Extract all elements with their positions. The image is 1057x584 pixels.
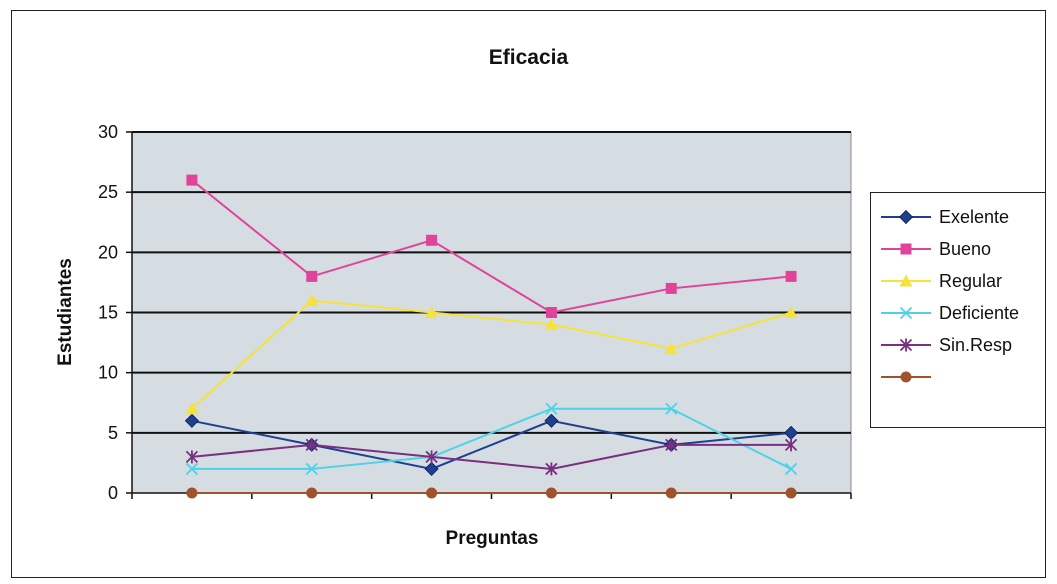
data-point — [305, 462, 318, 476]
legend-label: Regular — [939, 270, 1003, 291]
legend-item — [871, 361, 1045, 393]
legend-marker — [899, 274, 913, 287]
data-point — [426, 234, 438, 246]
legend-label: Exelente — [939, 206, 1010, 227]
series-line — [191, 419, 792, 470]
legend-key — [881, 306, 931, 320]
data-point — [544, 318, 558, 331]
legend-key — [881, 209, 931, 225]
data-point — [186, 174, 198, 186]
data-point — [545, 462, 558, 476]
legend-key — [881, 274, 931, 287]
data-point — [665, 282, 677, 294]
legend-key — [881, 338, 931, 352]
data-point — [424, 461, 439, 476]
legend-key — [881, 243, 931, 255]
data-point — [426, 487, 438, 499]
legend-item: Deficiente — [871, 297, 1045, 329]
data-point — [185, 450, 199, 464]
legend-label: Bueno — [939, 238, 992, 259]
data-point — [306, 270, 318, 282]
data-point — [665, 487, 677, 499]
data-point — [306, 487, 318, 499]
data-point — [784, 438, 798, 452]
legend-marker — [898, 209, 914, 225]
y-tick-label: 0 — [108, 483, 118, 503]
data-point — [544, 413, 559, 428]
y-tick-label: 15 — [98, 303, 118, 323]
legend-label: Sin.Resp — [939, 334, 1013, 355]
legend-marker — [900, 243, 912, 255]
legend-marker — [899, 306, 913, 320]
data-point — [305, 438, 318, 452]
data-point — [305, 293, 319, 306]
data-point — [185, 402, 199, 415]
series-line — [191, 443, 792, 470]
data-point — [785, 487, 797, 499]
data-point — [425, 306, 439, 318]
data-point — [665, 438, 678, 452]
data-point — [545, 307, 557, 318]
y-tick-label: 10 — [98, 363, 118, 383]
data-point — [184, 413, 199, 428]
series-line — [191, 407, 792, 470]
legend-marker — [900, 371, 912, 383]
y-tick-label: 30 — [98, 122, 118, 142]
legend-item: Regular — [871, 265, 1045, 297]
data-point — [784, 306, 798, 318]
chart-title: Eficacia — [488, 46, 569, 69]
data-point — [664, 342, 678, 355]
data-point — [665, 402, 678, 415]
legend-label: Deficiente — [939, 302, 1020, 323]
series-line — [191, 299, 792, 410]
data-point — [186, 487, 198, 499]
data-point — [545, 487, 557, 499]
series-4 — [185, 438, 798, 476]
legend-marker — [899, 338, 913, 352]
series-1 — [186, 174, 797, 318]
x-axis-label: Preguntas — [445, 528, 539, 549]
series-5 — [186, 487, 797, 499]
legend: Exelente Bueno Regular Deficiente Sin.Resp — [870, 192, 1046, 428]
y-tick-label: 5 — [108, 423, 118, 443]
y-tick-label: 20 — [98, 242, 118, 262]
data-point — [185, 462, 199, 476]
legend-key — [881, 371, 931, 383]
series-2 — [185, 293, 798, 415]
legend-item: Sin.Resp — [871, 329, 1045, 361]
data-point — [425, 450, 438, 464]
legend-item: Exelente — [871, 201, 1045, 233]
data-point — [784, 462, 798, 476]
series-line — [191, 179, 792, 314]
legend-item: Bueno — [871, 233, 1045, 265]
y-tick-label: 25 — [98, 182, 118, 202]
data-point — [545, 402, 558, 415]
data-point — [785, 270, 797, 282]
